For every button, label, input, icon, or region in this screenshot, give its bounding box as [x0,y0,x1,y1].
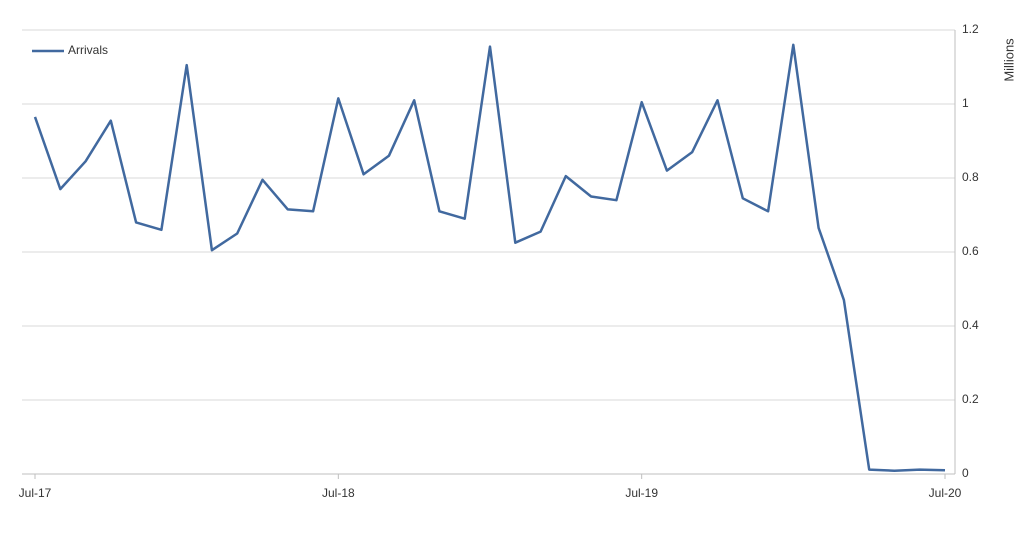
y-tick-label: 1.2 [962,22,979,36]
y-tick-label: 0.4 [962,318,979,332]
legend-label: Arrivals [68,43,108,57]
x-tick-label: Jul-17 [19,486,52,500]
series-line [33,43,946,472]
x-tick-label: Jul-19 [625,486,658,500]
y-tick-label: 0 [962,466,969,480]
y-axis-label: Millions [1001,38,1016,82]
x-tick-label: Jul-20 [929,486,962,500]
y-tick-label: 1 [962,96,969,110]
y-tick-label: 0.6 [962,244,979,258]
y-tick-label: 0.8 [962,170,979,184]
y-tick-label: 0.2 [962,392,979,406]
x-tick-label: Jul-18 [322,486,355,500]
